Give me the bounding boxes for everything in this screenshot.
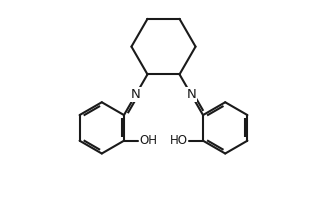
Text: N: N	[131, 88, 141, 101]
Text: N: N	[186, 88, 196, 101]
Text: OH: OH	[139, 134, 157, 147]
Text: HO: HO	[170, 134, 188, 147]
